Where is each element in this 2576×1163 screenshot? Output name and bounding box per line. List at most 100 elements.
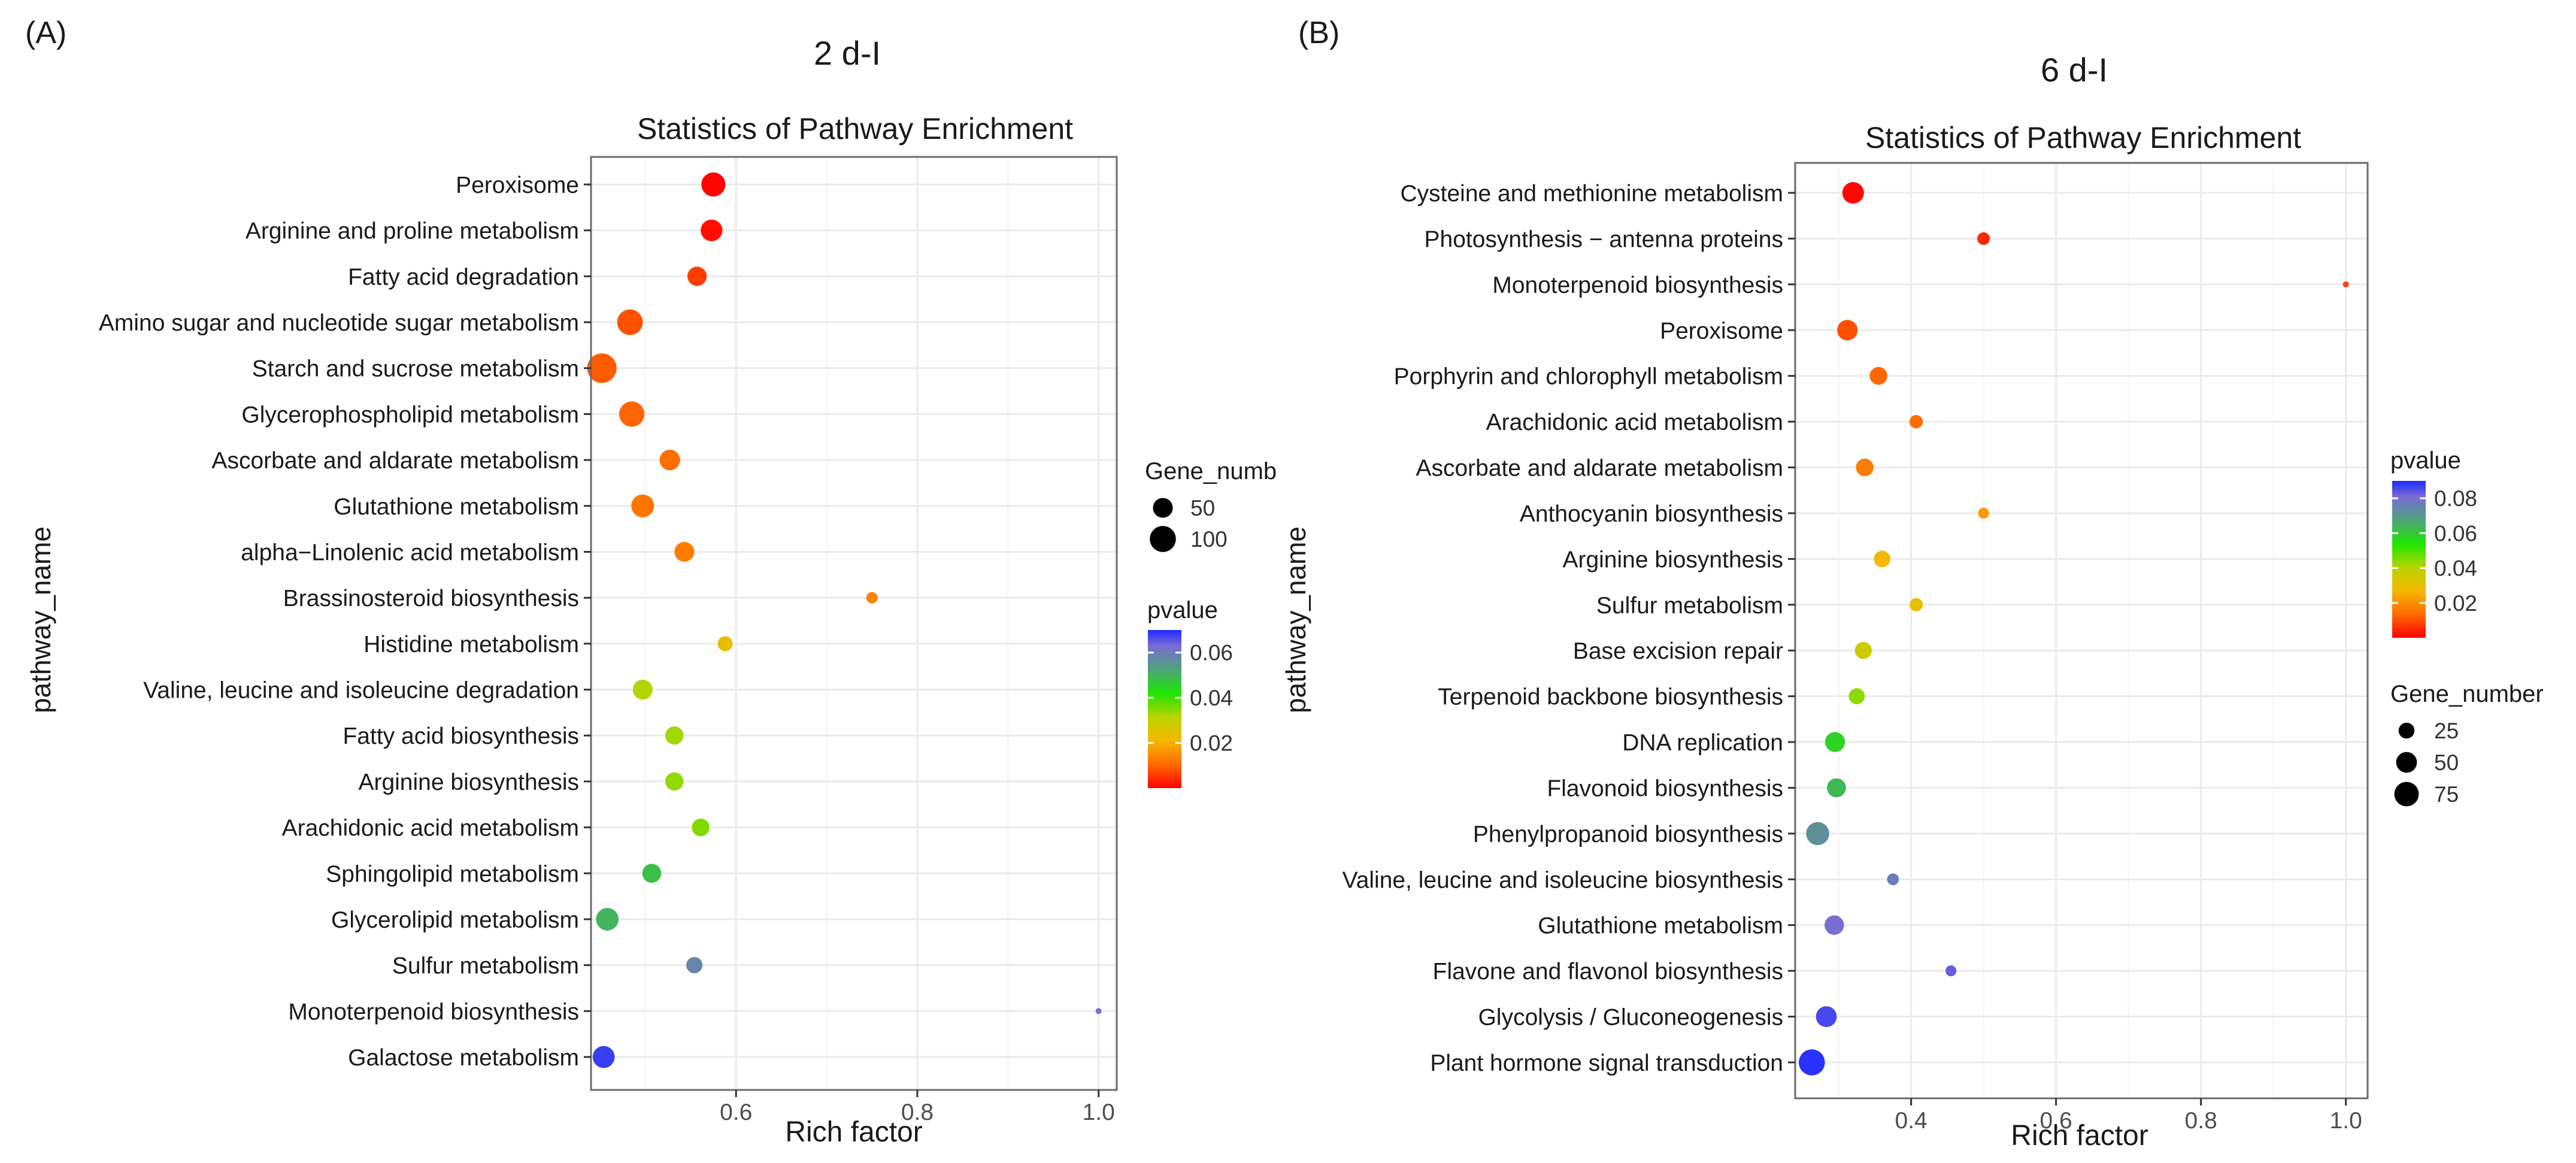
panel-a-pathway-label: Fatty acid biosynthesis [343,723,579,749]
panel-b-point [1874,550,1891,568]
panel-b-pathway-label: Monoterpenoid biosynthesis [1492,272,1783,298]
panel-a-x-tick-label: 0.6 [720,1100,752,1125]
panel-b-colorbar-label: 0.04 [2434,556,2477,581]
panel-a-point [674,541,695,562]
panel-b-x-ticks: 0.4 0.6 0.8 1.0 [1895,1098,2362,1134]
panel-b-x-tick-label: 0.6 [2040,1108,2072,1134]
panel-b-pathway-label: Arginine biosynthesis [1562,547,1783,573]
panel-a-colorbar-label: 0.04 [1190,686,1233,710]
panel-a-point [665,772,684,791]
panel-a-point [592,1046,615,1068]
panel-b-x-tick-label: 1.0 [2330,1108,2362,1134]
panel-a-pathway-label: Sphingolipid metabolism [326,861,579,887]
panel-b-pathway-label: Anthocyanin biosynthesis [1520,501,1783,527]
panel-b-y-label: pathway_name [1280,526,1311,713]
panel-a-point [665,726,684,745]
panel-a-size-legend-label: 100 [1190,527,1228,552]
panel-b-points [1799,181,2349,1076]
panel-a: (A) 2 d-I Statistics of Pathway Enrichme… [25,16,1277,1148]
panel-a-point [701,219,723,241]
panel-b-point [1825,732,1845,752]
panel-a-pathway-label: Arginine and proline metabolism [246,219,579,244]
panel-b-pathway-label: Porphyrin and chlorophyll metabolism [1394,364,1783,390]
panel-a-pathway-label: Galactose metabolism [348,1045,579,1071]
panel-b-point [1856,458,1874,477]
panel-a-point [701,172,726,197]
panel-b-colorbar [2392,481,2426,638]
panel-b-point [1887,873,1899,886]
panel-b-point [1806,822,1829,846]
panel-b-pathway-label: Photosynthesis − antenna proteins [1425,226,1784,252]
panel-b-title: Statistics of Pathway Enrichment [1865,121,2301,155]
panel-b-size-legend-label: 50 [2434,750,2459,775]
panel-b-pathway-label: Phenylpropanoid biosynthesis [1473,822,1783,847]
panel-a-point [642,864,662,883]
panel-a-pathway-label: Ascorbate and aldarate metabolism [211,448,579,474]
panel-a-pathway-label: Histidine metabolism [363,632,579,658]
panel-b-point [1837,320,1858,341]
panel-b-pathway-label: Flavone and flavonol biosynthesis [1433,959,1783,985]
panel-b-pathway-label: Arachidonic acid metabolism [1486,410,1783,435]
panel-b-pathway-label: DNA replication [1622,730,1783,756]
panel-a-pathway-label: Glycerolipid metabolism [331,907,579,933]
panel-b-x-tick-label: 0.4 [1895,1108,1928,1134]
panel-a-x-tick-label: 1.0 [1083,1100,1115,1125]
panel-b-point [1977,232,1990,245]
panel-a-pathway-label: Glutathione metabolism [334,494,579,520]
panel-a-point [617,309,643,335]
panel-a-x-label: Rich factor [785,1116,922,1148]
panel-b-gridlines [1795,163,2368,1098]
panel-a-point [631,494,654,517]
panel-b-x-tick-label: 0.8 [2185,1108,2217,1134]
panel-a-x-ticks: 0.6 0.8 1.0 [720,1090,1115,1125]
panel-b-pathway-label: Flavonoid biosynthesis [1547,776,1783,801]
panel-a-size-legend-dot [1150,526,1176,552]
panel-a-points [587,172,1102,1068]
panel-a-pathway-label: Amino sugar and nucleotide sugar metabol… [99,310,579,336]
panel-b-point [1799,1049,1825,1076]
panel-a-title: Statistics of Pathway Enrichment [637,112,1073,146]
panel-b-point [1978,507,1989,519]
panel-b-size-legend-label: 75 [2434,782,2459,807]
panel-b-point [1825,915,1844,935]
panel-a-colorbar-label: 0.02 [1190,731,1233,756]
panel-a-point [596,908,619,931]
panel-b-point [1869,367,1887,385]
panel-a-point [687,266,707,286]
panel-a-point [587,353,617,383]
panel-a-label: (A) [25,16,66,50]
panel-b-point [1854,641,1872,659]
panel-b-point [1816,1006,1837,1027]
panel-a-color-legend-title: pvalue [1147,597,1218,623]
panel-a-header: 2 d-I [814,34,881,72]
panel-b-point [2342,281,2349,287]
panel-a-size-legend-label: 50 [1190,496,1215,520]
panel-a-pathway-label: alpha−Linolenic acid metabolism [241,540,579,565]
panel-a-x-tick-label: 0.8 [901,1100,934,1125]
panel-a-pathway-label: Valine, leucine and isoleucine degradati… [143,678,579,704]
panel-a-point [717,636,733,652]
panel-b-size-legend-label: 25 [2434,719,2459,743]
panel-b-plot-area [1794,162,2369,1100]
panel-a-colorbar-label: 0.06 [1190,641,1233,665]
panel-b-x-label: Rich factor [2011,1120,2148,1152]
panel-a-point [1095,1008,1102,1014]
panel-a-y-label: pathway_name [25,526,56,713]
panel-b-point [1945,965,1957,977]
panel-a-point [866,592,878,604]
panel-a-plot-area [590,156,1118,1091]
panel-b-pathway-label: Valine, leucine and isoleucine biosynthe… [1342,867,1783,893]
panel-b-color-legend: pvalue 0.02 0.04 0.06 0.08 [2390,447,2477,638]
panel-a-pathway-label: Arachidonic acid metabolism [282,816,579,841]
panel-a-point [692,818,710,837]
panel-a-size-legend-title: Gene_numb [1145,458,1277,484]
panel-b-y-ticks: Cysteine and methionine metabolism Photos… [1342,181,1795,1076]
panel-b-colorbar-label: 0.06 [2434,521,2477,546]
panel-a-point [619,401,645,427]
panel-a-y-ticks: Peroxisome Arginine and proline metabolis… [99,172,591,1071]
panel-b: (B) 6 d-I Statistics of Pathway Enrichme… [1280,16,2544,1152]
panel-b-point [1909,598,1923,611]
panel-b-pathway-label: Terpenoid backbone biosynthesis [1438,685,1783,710]
panel-a-pathway-label: Arginine biosynthesis [358,770,579,795]
